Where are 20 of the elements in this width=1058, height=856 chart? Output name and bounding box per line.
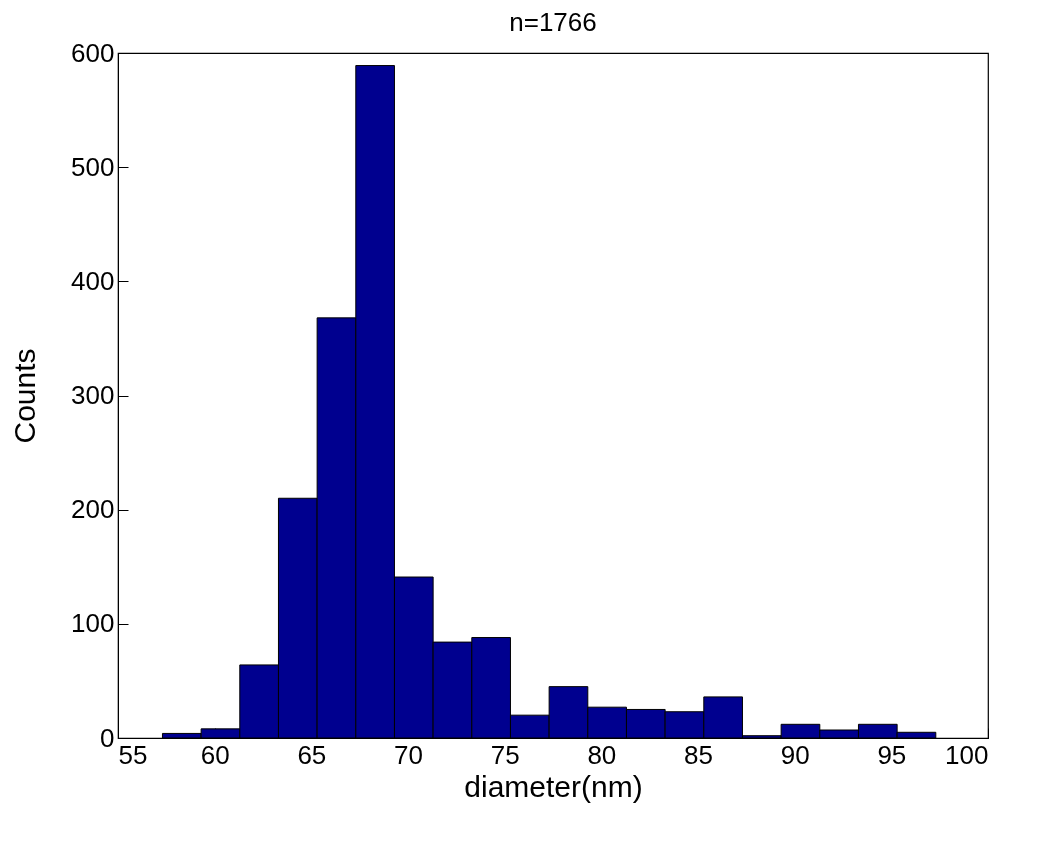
y-tick-label: 500 [71, 151, 115, 182]
y-tick-label: 100 [71, 608, 115, 639]
y-tick-label: 300 [71, 380, 115, 410]
x-tick-label: 95 [877, 739, 907, 770]
y-tick-label: 200 [71, 494, 115, 525]
y-tick-label: 0 [100, 722, 115, 753]
x-tick-label: 90 [780, 739, 810, 770]
chart-title: n=1766 [509, 7, 597, 37]
x-tick-label: 70 [394, 739, 423, 770]
y-axis-title: Counts [8, 348, 42, 444]
x-tick-label: 65 [297, 739, 327, 770]
x-tick-label: 85 [684, 739, 713, 770]
x-tick-label: 75 [490, 739, 520, 770]
x-tick-label: 60 [200, 739, 230, 770]
y-tick-label: 600 [71, 37, 115, 68]
x-axis-title: diameter(nm) [464, 769, 643, 803]
x-tick-label: 55 [118, 739, 148, 770]
x-tick-label: 80 [587, 739, 617, 770]
y-tick-label: 400 [71, 265, 115, 296]
x-tick-label: 100 [945, 739, 989, 770]
